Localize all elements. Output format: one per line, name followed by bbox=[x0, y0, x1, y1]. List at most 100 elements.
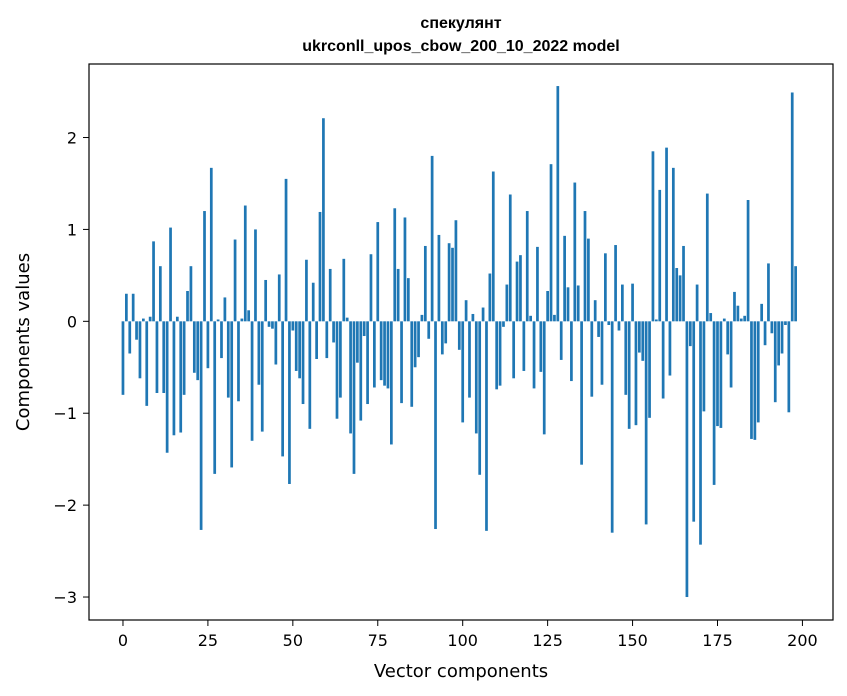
bar bbox=[587, 238, 590, 322]
bar bbox=[284, 178, 288, 322]
bar bbox=[671, 167, 675, 322]
bar bbox=[702, 321, 706, 412]
bar bbox=[644, 321, 648, 525]
bar bbox=[753, 321, 757, 440]
bar bbox=[583, 211, 587, 322]
bar bbox=[209, 167, 213, 322]
bar bbox=[699, 321, 702, 545]
bar bbox=[682, 245, 685, 322]
bar bbox=[264, 279, 268, 322]
bar bbox=[549, 164, 553, 322]
bar bbox=[529, 315, 532, 322]
bar bbox=[345, 317, 349, 322]
bar bbox=[291, 321, 295, 331]
bar bbox=[736, 305, 740, 322]
bar bbox=[294, 321, 298, 371]
y-axis-label: Components values bbox=[13, 253, 34, 431]
bar bbox=[678, 275, 682, 322]
bar bbox=[315, 321, 318, 359]
bar bbox=[158, 266, 162, 322]
bar bbox=[597, 321, 600, 337]
bar bbox=[437, 234, 441, 322]
x-tick-label: 150 bbox=[617, 631, 648, 650]
y-tick-label: 1 bbox=[67, 220, 77, 239]
bar bbox=[172, 321, 176, 436]
bar bbox=[773, 321, 777, 403]
x-axis-label: Vector components bbox=[374, 661, 548, 682]
bar bbox=[454, 220, 458, 322]
bar bbox=[478, 321, 482, 475]
bar bbox=[576, 285, 580, 322]
bar bbox=[756, 321, 760, 423]
bar bbox=[175, 316, 179, 322]
bar bbox=[240, 318, 244, 322]
bar bbox=[522, 321, 526, 371]
bar bbox=[376, 222, 380, 322]
bar bbox=[675, 268, 679, 322]
y-tick-label: −1 bbox=[53, 404, 77, 423]
bar bbox=[770, 321, 774, 334]
bar bbox=[267, 321, 271, 327]
bar bbox=[733, 291, 736, 322]
bar bbox=[396, 268, 400, 322]
bar bbox=[274, 321, 278, 365]
bar bbox=[556, 86, 560, 322]
bar bbox=[308, 321, 312, 429]
bar bbox=[661, 321, 665, 399]
bar bbox=[152, 241, 155, 322]
bar bbox=[474, 321, 478, 434]
bar bbox=[767, 263, 770, 322]
x-tick-label: 25 bbox=[198, 631, 218, 650]
bar bbox=[688, 321, 692, 347]
bar bbox=[162, 321, 166, 393]
bar bbox=[169, 227, 172, 322]
bar bbox=[220, 321, 223, 359]
bar bbox=[420, 314, 424, 322]
bar bbox=[186, 291, 189, 322]
bar bbox=[794, 266, 797, 322]
bar bbox=[546, 291, 549, 322]
bar bbox=[155, 321, 159, 393]
bar bbox=[641, 321, 645, 361]
bar bbox=[318, 211, 322, 322]
bar bbox=[461, 321, 465, 423]
bar bbox=[230, 321, 234, 468]
bar bbox=[471, 313, 475, 322]
bar bbox=[573, 182, 577, 322]
bars-group bbox=[121, 86, 797, 598]
bar bbox=[498, 321, 502, 386]
bar bbox=[536, 246, 539, 322]
bar bbox=[512, 321, 516, 379]
bar bbox=[763, 321, 767, 346]
bar bbox=[301, 321, 305, 405]
bar bbox=[784, 321, 787, 325]
y-tick-label: 0 bbox=[67, 312, 77, 331]
bar bbox=[665, 147, 668, 322]
bar bbox=[746, 200, 750, 322]
bar bbox=[525, 211, 529, 322]
bar bbox=[199, 321, 203, 530]
bar bbox=[563, 235, 566, 322]
bar bbox=[638, 321, 641, 353]
bar bbox=[790, 92, 794, 322]
x-tick-label: 175 bbox=[702, 631, 733, 650]
bar bbox=[260, 321, 264, 432]
bar bbox=[192, 321, 196, 373]
bar bbox=[610, 321, 614, 533]
bar bbox=[349, 321, 352, 434]
bar bbox=[423, 245, 427, 322]
bar bbox=[250, 321, 254, 441]
bar bbox=[335, 321, 339, 419]
bar bbox=[780, 321, 784, 354]
bar bbox=[559, 321, 563, 360]
bar bbox=[739, 318, 743, 322]
bar bbox=[617, 321, 621, 331]
bar bbox=[325, 321, 329, 359]
bar bbox=[121, 321, 125, 395]
bar bbox=[216, 319, 220, 322]
bar bbox=[651, 151, 655, 322]
bar bbox=[695, 284, 699, 322]
bar bbox=[515, 261, 519, 322]
chart-subtitle: ukrconll_upos_cbow_200_10_2022 model bbox=[302, 38, 619, 55]
